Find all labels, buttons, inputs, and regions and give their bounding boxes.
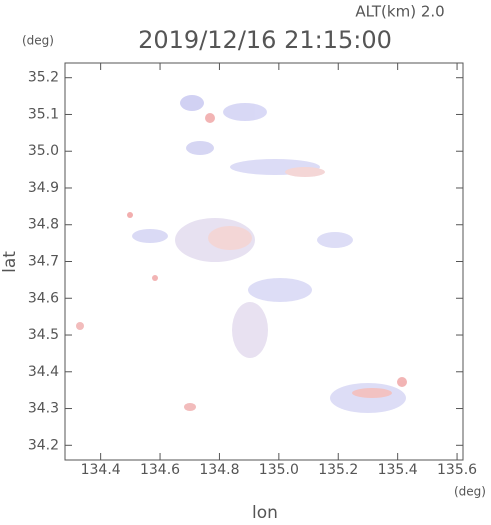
y-tick-label: 35.1 — [28, 106, 59, 122]
y-tick-label: 34.8 — [28, 217, 59, 233]
x-tick-label: 134.6 — [140, 462, 180, 478]
x-tick-label: 134.4 — [81, 462, 121, 478]
y-tick-label: 34.2 — [28, 437, 59, 453]
y-tick-label: 34.3 — [28, 401, 59, 417]
x-tick-label: 135.2 — [318, 462, 358, 478]
x-tick-label: 135.0 — [259, 462, 299, 478]
x-tick-label: 135.6 — [437, 462, 477, 478]
y-tick-label: 34.6 — [28, 290, 59, 306]
y-unit: (deg) — [22, 34, 54, 48]
y-tick-label: 34.5 — [28, 327, 59, 343]
echoes — [76, 95, 407, 413]
y-tick-label: 35.2 — [28, 70, 59, 86]
y-axis-label: lat — [0, 251, 20, 273]
x-tick-label: 134.8 — [199, 462, 239, 478]
y-tick-label: 34.7 — [28, 254, 59, 270]
altitude-label: ALT(km) 2.0 — [355, 3, 444, 21]
x-unit: (deg) — [454, 485, 486, 499]
chart-title: 2019/12/16 21:15:00 — [138, 26, 392, 54]
y-tick-label: 35.0 — [28, 143, 59, 159]
x-axis-label: lon — [252, 503, 278, 521]
y-tick-label: 34.4 — [28, 364, 59, 380]
x-tick-label: 135.4 — [378, 462, 418, 478]
y-tick-label: 34.9 — [28, 180, 59, 196]
